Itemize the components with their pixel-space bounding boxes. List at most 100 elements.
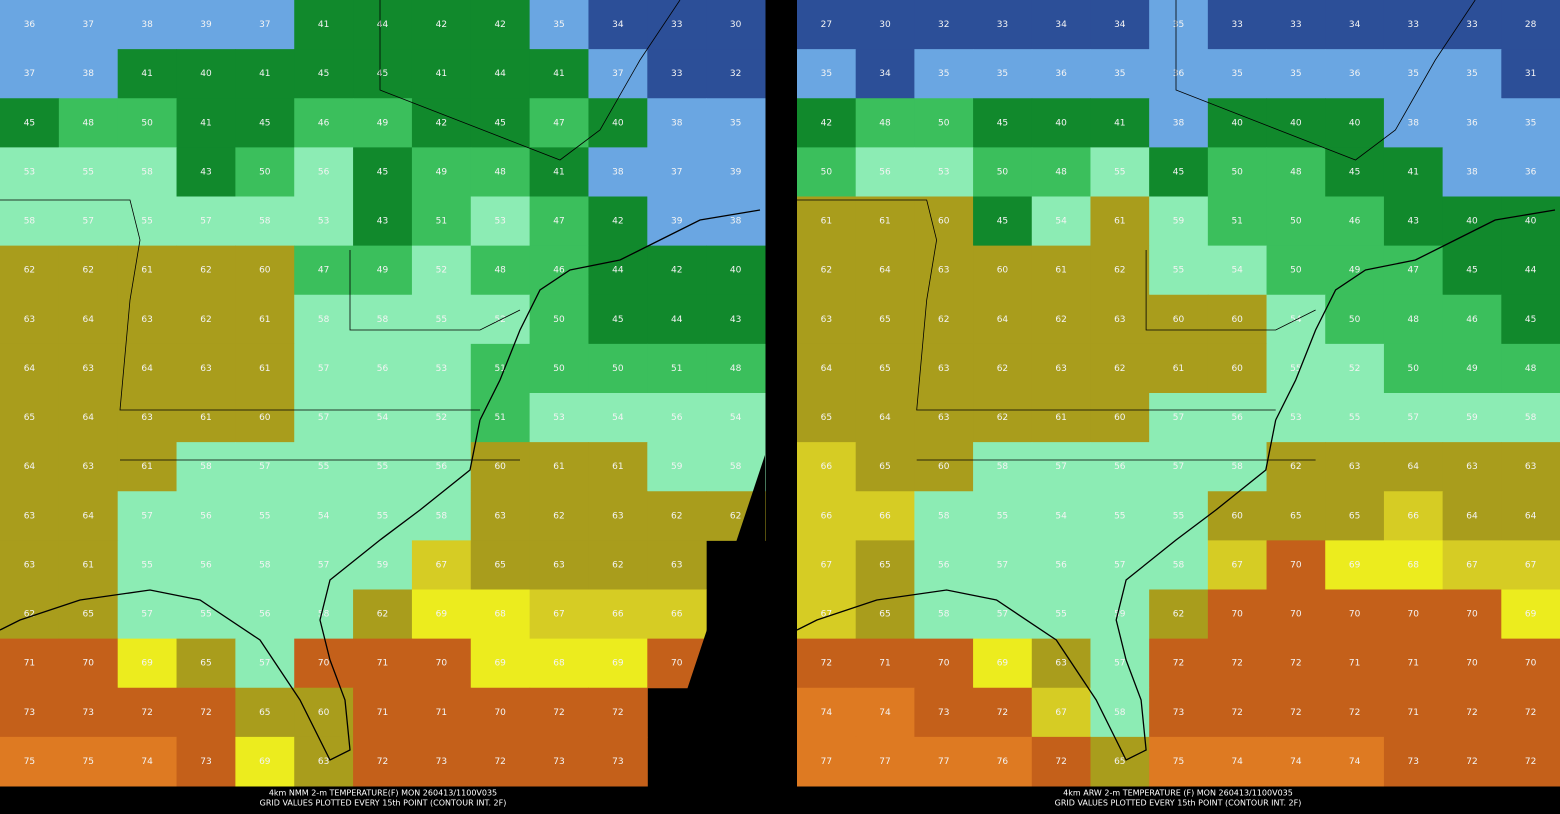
grid-value: 50 <box>141 118 153 128</box>
temperature-cell <box>470 98 531 148</box>
grid-value: 58 <box>1114 708 1126 718</box>
temperature-cell <box>235 442 295 492</box>
temperature-cell <box>411 147 472 197</box>
temperature-cell <box>914 49 974 99</box>
grid-value: 63 <box>200 364 211 374</box>
grid-value: 58 <box>24 217 36 227</box>
temperature-cell <box>235 736 295 787</box>
temperature-cell <box>1501 0 1560 50</box>
temperature-cell <box>117 245 178 296</box>
temperature-cell <box>353 736 413 787</box>
grid-value: 40 <box>612 118 624 128</box>
grid-value: 70 <box>436 659 448 669</box>
temperature-cell <box>176 98 236 148</box>
temperature-cell <box>1383 0 1444 50</box>
temperature-cell <box>1031 736 1091 787</box>
grid-value: 69 <box>436 610 448 620</box>
temperature-cell <box>176 294 236 345</box>
temperature-cell <box>1031 343 1091 394</box>
grid-value: 61 <box>141 462 152 472</box>
grid-value: 63 <box>938 266 949 276</box>
temperature-cell <box>353 638 413 689</box>
temperature-cell <box>914 736 974 787</box>
grid-value: 65 <box>821 413 832 423</box>
temperature-cell <box>1501 589 1560 640</box>
grid-value: 57 <box>1055 462 1066 472</box>
grid-value: 37 <box>612 69 623 79</box>
temperature-cell <box>1501 393 1560 443</box>
temperature-cell <box>176 540 236 590</box>
temperature-cell <box>1325 393 1385 443</box>
grid-value: 48 <box>1525 364 1537 374</box>
grid-value: 41 <box>1114 118 1125 128</box>
grid-value: 69 <box>259 757 271 767</box>
temperature-cell <box>353 589 413 640</box>
grid-value: 43 <box>200 167 211 177</box>
temperature-cell <box>1501 540 1560 590</box>
state-border <box>349 250 521 331</box>
grid-value: 42 <box>821 118 832 128</box>
temperature-cell <box>176 147 236 197</box>
temperature-cell <box>411 196 472 247</box>
grid-value: 75 <box>83 757 94 767</box>
grid-value: 64 <box>83 511 95 521</box>
temperature-cell <box>914 393 974 443</box>
grid-value: 61 <box>1055 413 1066 423</box>
grid-value: 40 <box>1055 118 1067 128</box>
temperature-cell <box>914 343 974 394</box>
temperature-cell <box>1031 540 1091 590</box>
temperature-cell <box>1442 343 1502 394</box>
temperature-cell <box>58 343 119 394</box>
grid-value: 71 <box>1408 708 1419 718</box>
temperature-cell <box>176 687 236 738</box>
temperature-cell <box>176 343 236 394</box>
temperature-cell <box>1149 442 1209 492</box>
grid-value: 55 <box>259 511 270 521</box>
grid-value: 41 <box>200 118 211 128</box>
grid-value: 35 <box>1290 69 1301 79</box>
temperature-cell <box>1031 196 1091 247</box>
temperature-cell <box>1090 0 1150 50</box>
grid-value: 48 <box>494 266 506 276</box>
temperature-cell <box>1383 540 1444 590</box>
grid-value: 35 <box>730 118 741 128</box>
temperature-cell <box>1207 736 1268 787</box>
temperature-cell <box>914 540 974 590</box>
temperature-cell <box>1149 0 1209 50</box>
temperature-cell <box>1383 589 1444 640</box>
grid-value: 42 <box>494 20 505 30</box>
temperature-cell <box>1442 147 1502 197</box>
grid-value: 48 <box>879 118 891 128</box>
temperature-cell <box>0 196 60 247</box>
temperature-cell <box>294 442 354 492</box>
grid-value: 45 <box>997 217 1008 227</box>
grid-value: 68 <box>494 610 506 620</box>
temperature-cell <box>706 393 766 443</box>
grid-value: 72 <box>1173 659 1184 669</box>
grid-value: 72 <box>1055 757 1066 767</box>
grid-value: 50 <box>1408 364 1420 374</box>
grid-value: 63 <box>671 560 682 570</box>
grid-value: 41 <box>436 69 447 79</box>
temperature-cell <box>588 0 648 50</box>
grid-value: 55 <box>1173 266 1184 276</box>
grid-value: 57 <box>318 413 329 423</box>
temperature-cell <box>117 491 178 541</box>
grid-value: 73 <box>83 708 94 718</box>
grid-value: 58 <box>1173 560 1185 570</box>
grid-value: 58 <box>141 167 153 177</box>
grid-value: 65 <box>879 315 890 325</box>
grid-value: 54 <box>377 413 389 423</box>
grid-value: 45 <box>377 167 388 177</box>
temperature-cell <box>1207 491 1268 541</box>
grid-value: 50 <box>997 167 1009 177</box>
grid-value: 38 <box>730 217 742 227</box>
grid-value: 74 <box>821 708 833 718</box>
temperature-cell <box>1266 0 1326 50</box>
temperature-cell <box>973 736 1033 787</box>
temperature-cell <box>797 49 857 99</box>
grid-value: 57 <box>997 560 1008 570</box>
grid-value: 57 <box>318 560 329 570</box>
temperature-cell <box>588 687 648 738</box>
